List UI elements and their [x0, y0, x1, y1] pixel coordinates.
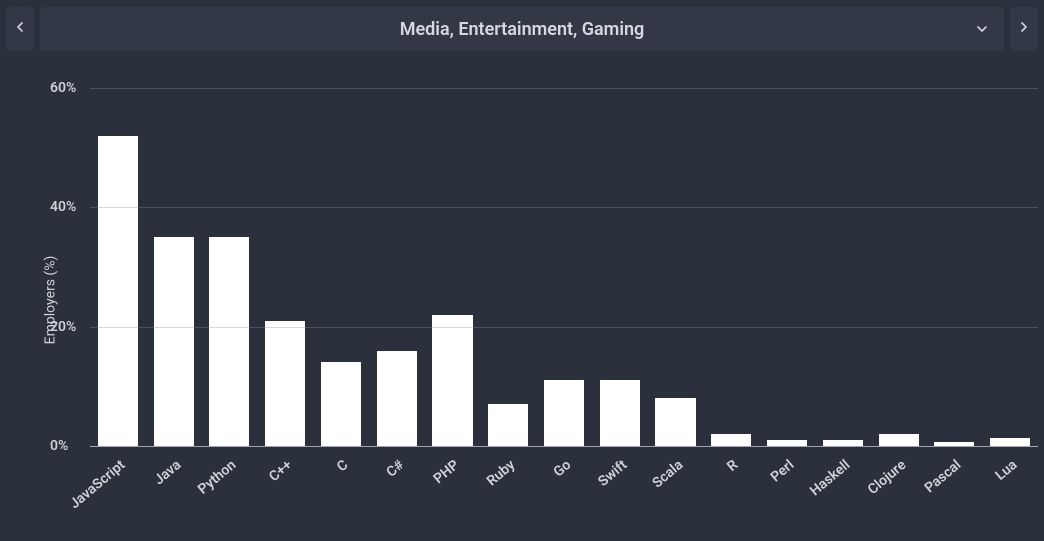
- x-tick-label: Clojure: [864, 457, 908, 498]
- chevron-down-icon: [974, 21, 990, 37]
- bar: [321, 362, 361, 446]
- bar-slot: [480, 88, 536, 446]
- gridline: [90, 207, 1038, 208]
- chart-header: Media, Entertainment, Gaming: [0, 0, 1044, 58]
- chart-area: Employers (%) 0%20%40%60% JavaScriptJava…: [0, 58, 1044, 541]
- x-axis-labels: JavaScriptJavaPythonC++CC#PHPRubyGoSwift…: [90, 451, 1038, 541]
- bar-slot: [146, 88, 202, 446]
- next-button[interactable]: [1010, 7, 1038, 51]
- prev-button[interactable]: [6, 7, 34, 51]
- bar-slot: [90, 88, 146, 446]
- x-tick-label: R: [724, 457, 741, 475]
- bar: [711, 434, 751, 446]
- bar-slot: [592, 88, 648, 446]
- chart-title: Media, Entertainment, Gaming: [400, 19, 645, 40]
- y-tick-label: 20%: [50, 319, 86, 335]
- x-tick-label: PHP: [431, 457, 463, 487]
- bar-slot: [815, 88, 871, 446]
- x-tick-label: Ruby: [484, 457, 518, 489]
- gridline: [90, 446, 1038, 447]
- bar-slot: [257, 88, 313, 446]
- y-tick-label: 40%: [50, 199, 86, 215]
- x-tick-label: Java: [151, 457, 184, 488]
- x-tick-label: Haskell: [807, 457, 853, 499]
- bar: [98, 136, 138, 446]
- x-tick-label: Go: [551, 457, 575, 480]
- bar: [154, 237, 194, 446]
- bar: [209, 237, 249, 446]
- x-tick-label: JavaScript: [67, 457, 128, 512]
- bars-container: [90, 88, 1038, 446]
- y-tick-label: 0%: [50, 438, 86, 454]
- bar: [265, 321, 305, 446]
- chevron-right-icon: [1016, 19, 1032, 39]
- bar-slot: [926, 88, 982, 446]
- bar: [377, 351, 417, 446]
- bar-slot: [536, 88, 592, 446]
- x-tick-label: Perl: [768, 457, 798, 485]
- y-tick-label: 60%: [50, 80, 86, 96]
- gridline: [90, 327, 1038, 328]
- bar-slot: [759, 88, 815, 446]
- bar: [990, 438, 1030, 446]
- bar-slot: [425, 88, 481, 446]
- bar: [600, 380, 640, 446]
- bar: [879, 434, 919, 446]
- bar: [488, 404, 528, 446]
- bar-slot: [313, 88, 369, 446]
- x-tick-label: Scala: [649, 457, 686, 491]
- plot-region: 0%20%40%60%: [50, 88, 1038, 446]
- x-tick-label: Python: [195, 457, 239, 498]
- x-tick-label: C#: [383, 457, 407, 481]
- x-tick-label: Pascal: [922, 457, 965, 496]
- bar: [655, 398, 695, 446]
- x-tick-label: C++: [266, 457, 295, 485]
- bar: [544, 380, 584, 446]
- bar: [432, 315, 472, 446]
- x-tick-label: Lua: [993, 457, 1021, 484]
- x-tick-label: C: [334, 457, 351, 475]
- bar-slot: [982, 88, 1038, 446]
- category-selector[interactable]: Media, Entertainment, Gaming: [40, 7, 1004, 51]
- bar-slot: [871, 88, 927, 446]
- bar-slot: [202, 88, 258, 446]
- bar-slot: [369, 88, 425, 446]
- x-tick-label: Swift: [595, 457, 630, 490]
- gridline: [90, 88, 1038, 89]
- chevron-left-icon: [12, 19, 28, 39]
- bar-slot: [648, 88, 704, 446]
- bar-slot: [703, 88, 759, 446]
